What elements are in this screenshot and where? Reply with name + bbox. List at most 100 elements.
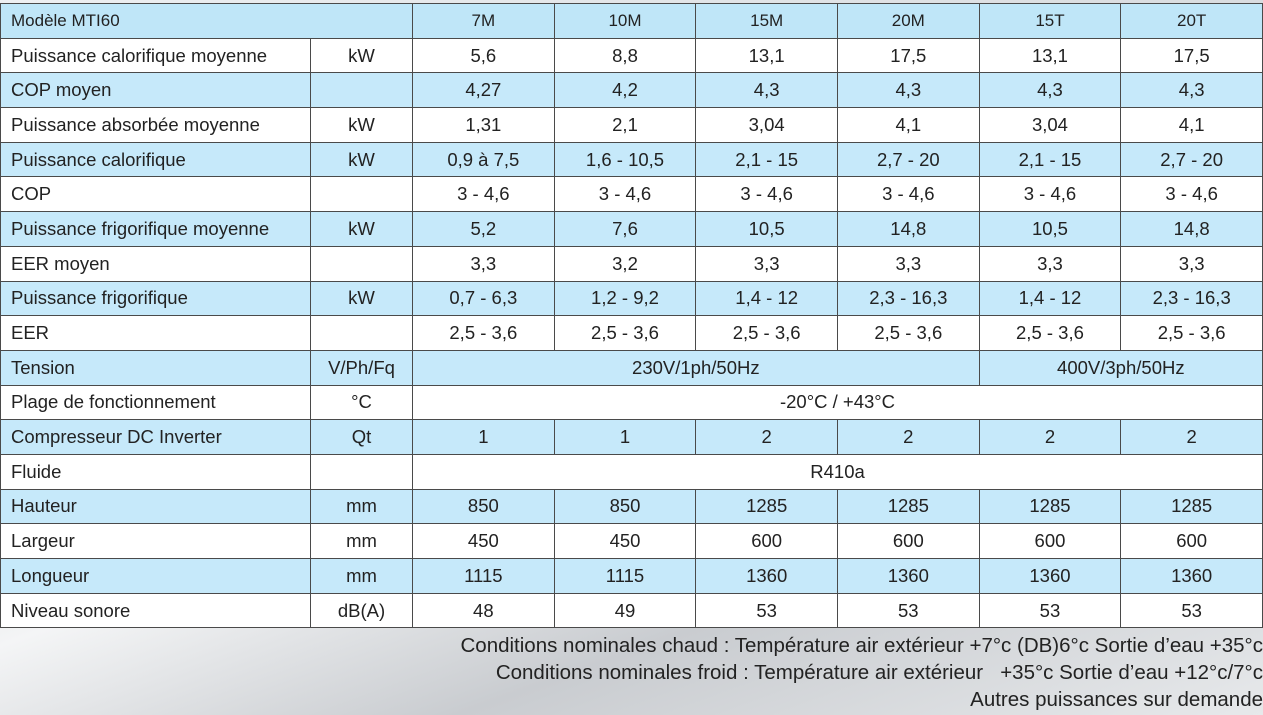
cell-value: 450 — [412, 523, 555, 559]
cell-value: 1,2 - 9,2 — [553, 280, 697, 317]
table-row: Largeur mm 450 450 600 600 600 600 — [0, 523, 1263, 559]
row-label: Puissance calorifique moyenne — [0, 37, 311, 74]
cell-value: 3 - 4,6 — [978, 176, 1122, 213]
cell-value: 600 — [978, 523, 1122, 559]
row-label: COP moyen — [0, 72, 311, 109]
cell-value: 1285 — [836, 488, 980, 525]
cell-value: 1115 — [553, 558, 697, 594]
cell-value: 2 — [1120, 419, 1263, 455]
cell-value: -20°C / +43°C — [412, 384, 1263, 421]
row-label: Compresseur DC Inverter — [0, 419, 311, 455]
row-unit: V/Ph/Fq — [309, 349, 414, 386]
cell-value: 600 — [836, 523, 980, 559]
cell-value: 2,5 - 3,6 — [553, 315, 697, 351]
cell-value: 230V/1ph/50Hz — [412, 349, 980, 386]
cell-value: 2,5 - 3,6 — [1120, 315, 1263, 351]
row-unit — [309, 176, 414, 213]
table-row: Puissance frigorifique moyenne kW 5,2 7,6 10… — [0, 211, 1263, 247]
cell-value: 3 - 4,6 — [553, 176, 697, 213]
cell-value: 2 — [978, 419, 1122, 455]
cell-value: 2,5 - 3,6 — [978, 315, 1122, 351]
table-row: Puissance calorifique moyenne kW 5,6 8,8 13,… — [0, 37, 1263, 74]
table-row: Niveau sonore dB(A) 48 49 53 53 53 53 — [0, 592, 1263, 629]
header-title: Modèle MTI60 — [0, 3, 414, 39]
cell-value: 3 - 4,6 — [836, 176, 980, 213]
row-unit: kW — [309, 211, 414, 247]
cell-value: 850 — [553, 488, 697, 525]
cell-value: 10,5 — [695, 211, 838, 247]
row-label: Longueur — [0, 558, 311, 594]
cell-value: 1360 — [695, 558, 838, 594]
row-unit — [309, 315, 414, 351]
cell-value: 4,3 — [1120, 72, 1263, 109]
row-unit: kW — [309, 280, 414, 317]
cell-value: 3 - 4,6 — [695, 176, 838, 213]
cell-value: 53 — [1120, 592, 1263, 629]
cell-value: 1,6 - 10,5 — [553, 141, 697, 178]
note-line: Autres puissances sur demande — [970, 688, 1263, 711]
note-line: Conditions nominales chaud : Température… — [460, 634, 1263, 657]
cell-value: 2,1 - 15 — [695, 141, 838, 178]
row-label: Hauteur — [0, 488, 311, 525]
cell-value: 14,8 — [836, 211, 980, 247]
cell-value: 1360 — [978, 558, 1122, 594]
table-body: Modèle MTI60 7M 10M 15M 20M 15T 20T Puissance c… — [0, 3, 1263, 629]
cell-value: 48 — [412, 592, 555, 629]
cell-value: 2,1 — [553, 107, 697, 143]
cell-value: 1,4 - 12 — [695, 280, 838, 317]
cell-value: 2,3 - 16,3 — [1120, 280, 1263, 317]
cell-value: R410a — [412, 453, 1263, 490]
row-label: Plage de fonctionnement — [0, 384, 311, 421]
cell-value: 450 — [553, 523, 697, 559]
cell-value: 5,2 — [412, 211, 555, 247]
cell-value: 1285 — [978, 488, 1122, 525]
table-row: Plage de fonctionnement °C -20°C / +43°C — [0, 384, 1263, 421]
cell-value: 4,3 — [978, 72, 1122, 109]
row-label: Fluide — [0, 453, 311, 490]
cell-value: 3,3 — [978, 245, 1122, 282]
cell-value: 1360 — [1120, 558, 1263, 594]
cell-value: 3,2 — [553, 245, 697, 282]
note-line: Conditions nominales froid : Température… — [495, 661, 1263, 684]
column-header: 7M — [412, 3, 555, 39]
cell-value: 0,7 - 6,3 — [412, 280, 555, 317]
cell-value: 4,1 — [836, 107, 980, 143]
row-label: Tension — [0, 349, 311, 386]
cell-value: 2,1 - 15 — [978, 141, 1122, 178]
row-label: Puissance calorifique — [0, 141, 311, 178]
spec-table: Modèle MTI60 7M 10M 15M 20M 15T 20T Puissance c… — [0, 3, 1263, 629]
cell-value: 17,5 — [836, 37, 980, 74]
cell-value: 2,5 - 3,6 — [836, 315, 980, 351]
cell-value: 2 — [695, 419, 838, 455]
cell-value: 3,04 — [978, 107, 1122, 143]
row-label: EER moyen — [0, 245, 311, 282]
cell-value: 2,5 - 3,6 — [412, 315, 555, 351]
row-unit: kW — [309, 37, 414, 74]
table-row: Tension V/Ph/Fq 230V/1ph/50Hz 400V/3ph/50Hz — [0, 349, 1263, 386]
cell-value: 4,3 — [695, 72, 838, 109]
cell-value: 1,31 — [412, 107, 555, 143]
table-row: Fluide R410a — [0, 453, 1263, 490]
row-unit: mm — [309, 558, 414, 594]
cell-value: 2 — [836, 419, 980, 455]
cell-value: 3,3 — [1120, 245, 1263, 282]
row-unit: kW — [309, 107, 414, 143]
column-header: 15M — [695, 3, 838, 39]
cell-value: 13,1 — [695, 37, 838, 74]
row-unit — [309, 453, 414, 490]
cell-value: 3 - 4,6 — [412, 176, 555, 213]
row-unit: Qt — [309, 419, 414, 455]
cell-value: 1360 — [836, 558, 980, 594]
cell-value: 1 — [412, 419, 555, 455]
row-label: EER — [0, 315, 311, 351]
column-header: 10M — [553, 3, 697, 39]
cell-value: 10,5 — [978, 211, 1122, 247]
cell-value: 1,4 - 12 — [978, 280, 1122, 317]
cell-value: 4,3 — [836, 72, 980, 109]
cell-value: 2,5 - 3,6 — [695, 315, 838, 351]
cell-value: 4,27 — [412, 72, 555, 109]
table-row: Puissance calorifique kW 0,9 à 7,5 1,6 - 10… — [0, 141, 1263, 178]
cell-value: 14,8 — [1120, 211, 1263, 247]
row-unit: °C — [309, 384, 414, 421]
